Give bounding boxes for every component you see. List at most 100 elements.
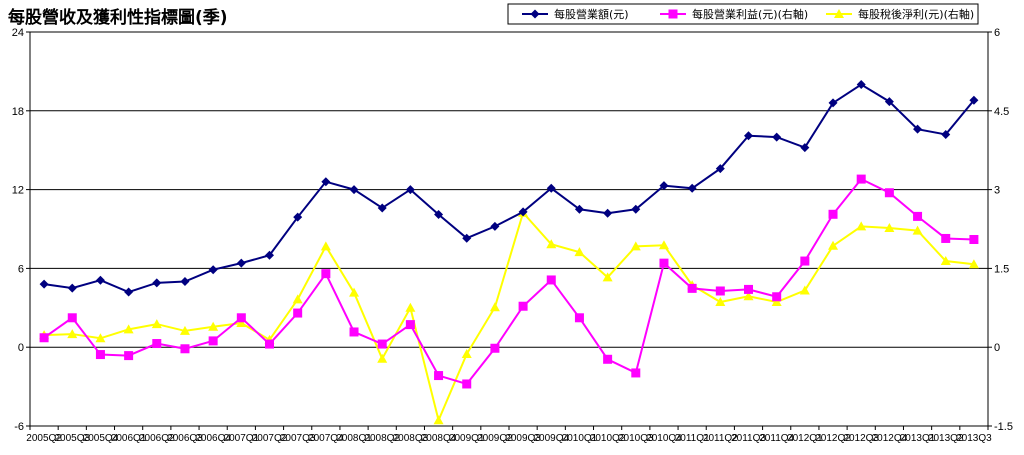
x-tick-label: 2007Q2	[252, 433, 288, 444]
data-point	[95, 333, 106, 343]
data-point	[321, 269, 331, 279]
legend-marker	[530, 9, 540, 19]
data-point	[377, 339, 387, 349]
x-tick-label: 2005Q2	[26, 433, 62, 444]
data-point	[772, 292, 782, 302]
x-tick-label: 2011Q4	[759, 433, 794, 444]
data-point	[349, 287, 360, 297]
data-point	[772, 132, 782, 142]
legend: 每股營業額(元) 每股營業利益(元)(右軸) 每股稅後淨利(元)(右軸)	[507, 3, 979, 25]
data-point	[151, 319, 162, 329]
data-point	[969, 95, 979, 105]
data-point	[208, 265, 218, 275]
x-tick-label: 2008Q1	[336, 433, 372, 444]
data-point	[941, 233, 951, 243]
data-point	[405, 302, 416, 312]
data-point	[405, 320, 415, 330]
x-tick-label: 2008Q3	[393, 433, 429, 444]
data-point	[744, 284, 753, 294]
data-point	[659, 258, 669, 268]
data-point	[546, 239, 557, 249]
data-point	[461, 349, 472, 359]
data-point	[208, 336, 218, 346]
series-line	[43, 177, 974, 386]
x-axis-ticks: 2005Q22005Q32005Q42006Q12006Q22006Q32006…	[26, 426, 992, 444]
data-point	[265, 339, 274, 349]
data-point	[462, 233, 472, 243]
left-axis-ticks: 24 18 12 6 0 -6	[12, 27, 30, 433]
data-point	[180, 344, 190, 354]
data-point	[518, 301, 528, 311]
chart-title: 每股營收及獲利性指標圖(季)	[8, 7, 228, 28]
legend-marker	[834, 9, 844, 18]
data-point	[490, 343, 500, 353]
left-tick-label: -6	[14, 421, 24, 433]
left-tick-label: 24	[12, 27, 24, 39]
x-tick-label: 2009Q3	[505, 433, 541, 444]
data-point	[349, 185, 359, 195]
data-point	[462, 379, 472, 389]
data-point	[744, 131, 753, 141]
x-tick-label: 2009Q4	[533, 433, 569, 444]
x-tick-label: 2005Q3	[54, 433, 90, 444]
data-point	[95, 350, 105, 360]
x-tick-label: 2007Q1	[224, 433, 260, 444]
data-point	[95, 275, 105, 285]
data-point	[433, 415, 444, 425]
x-tick-label: 2005Q4	[83, 433, 119, 444]
legend-label: 每股稅後淨利(元)(右軸)	[858, 7, 974, 21]
x-tick-label: 2006Q4	[195, 433, 231, 444]
left-tick-label: 6	[18, 263, 24, 275]
x-tick-label: 2012Q1	[787, 433, 823, 444]
legend-label: 每股營業利益(元)(右軸)	[692, 7, 808, 21]
data-point	[152, 278, 162, 288]
right-tick-label: 4.5	[994, 106, 1009, 118]
data-point	[124, 351, 134, 361]
data-point	[236, 258, 246, 268]
data-point	[969, 235, 979, 245]
data-point	[293, 212, 303, 222]
data-point	[658, 240, 669, 250]
data-point	[940, 256, 951, 266]
x-tick-label: 2008Q2	[364, 433, 400, 444]
data-point	[377, 203, 387, 213]
series-line	[43, 83, 975, 294]
data-point	[603, 208, 613, 218]
data-point	[631, 204, 641, 214]
data-point	[546, 275, 556, 285]
data-point	[320, 241, 331, 251]
data-point	[292, 294, 303, 304]
left-tick-label: 18	[12, 106, 24, 118]
data-point	[39, 279, 49, 289]
data-point	[828, 240, 839, 250]
data-point	[913, 124, 923, 134]
x-tick-label: 2010Q4	[646, 433, 682, 444]
data-point	[603, 354, 613, 364]
data-point	[434, 210, 444, 220]
x-tick-label: 2006Q3	[167, 433, 203, 444]
x-tick-label: 2011Q1	[675, 433, 710, 444]
plot-area	[29, 31, 989, 427]
x-tick-label: 2013Q2	[928, 433, 964, 444]
data-point	[856, 221, 867, 231]
data-point	[884, 222, 895, 232]
data-point	[236, 313, 246, 323]
data-point	[630, 241, 641, 251]
left-tick-label: 0	[18, 342, 24, 354]
data-point	[743, 291, 754, 301]
legend-label: 每股營業額(元)	[554, 7, 629, 21]
legend-marker	[668, 9, 678, 19]
x-tick-label: 2009Q2	[477, 433, 513, 444]
series-1	[39, 80, 979, 297]
data-point	[968, 259, 979, 269]
data-point	[912, 225, 923, 235]
data-point	[490, 221, 500, 231]
x-tick-label: 2008Q4	[421, 433, 457, 444]
data-point	[574, 247, 585, 257]
data-point	[602, 272, 613, 282]
data-point	[884, 97, 894, 107]
right-tick-label: -1.5	[994, 421, 1013, 433]
x-tick-label: 2006Q1	[111, 433, 147, 444]
data-point	[659, 181, 669, 191]
